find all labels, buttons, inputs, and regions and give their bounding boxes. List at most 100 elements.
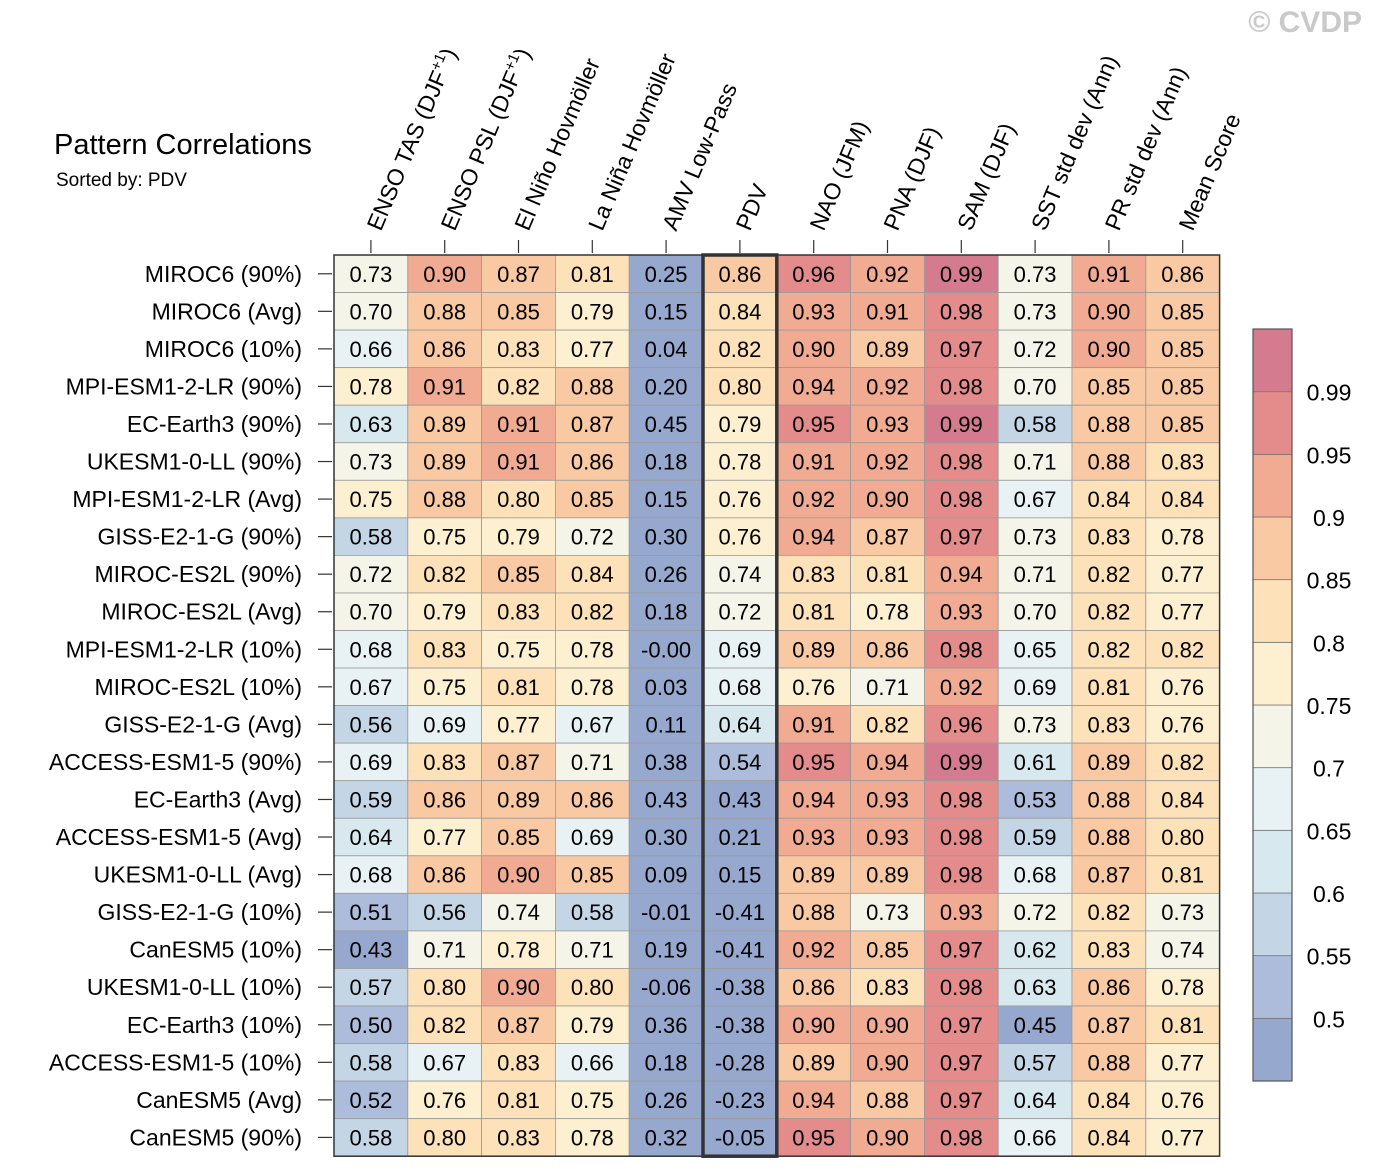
cell-value: 0.71 xyxy=(1014,562,1057,587)
cell-value: 0.71 xyxy=(571,750,614,775)
cell-value: 0.79 xyxy=(497,525,540,550)
colorbar-tick-label: 0.75 xyxy=(1307,693,1352,719)
cell-value: 0.99 xyxy=(940,750,983,775)
cell-value: 0.65 xyxy=(1014,637,1057,662)
cell-value: 0.68 xyxy=(718,675,761,700)
cell-value: 0.67 xyxy=(423,1050,466,1075)
cell-value: 0.75 xyxy=(349,487,392,512)
cell-value: 0.85 xyxy=(497,825,540,850)
cell-value: 0.15 xyxy=(645,299,688,324)
heatmap-cell xyxy=(702,742,778,782)
heatmap-cell xyxy=(628,630,704,669)
heatmap-cell xyxy=(924,555,999,594)
heatmap-cell xyxy=(481,667,556,706)
cell-value: 0.50 xyxy=(349,1013,392,1038)
heatmap-cell xyxy=(628,329,704,369)
heatmap-cell xyxy=(850,442,925,481)
cell-value: 0.83 xyxy=(1161,450,1204,475)
cell-value: 0.81 xyxy=(497,675,540,700)
cell-value: 0.43 xyxy=(718,787,761,812)
cell-value: 0.94 xyxy=(792,1088,835,1113)
heatmap-cell xyxy=(850,1005,925,1044)
cell-value: 0.78 xyxy=(1161,975,1204,1000)
cell-value: 0.69 xyxy=(571,825,614,850)
heatmap-cell xyxy=(1145,1005,1221,1044)
row-label-miroc-es2l-avg: MIROC-ES2L (Avg) xyxy=(101,599,302,625)
heatmap-cell xyxy=(333,667,409,706)
cell-value: 0.76 xyxy=(423,1088,466,1113)
heatmap-cell xyxy=(1145,667,1221,706)
heatmap-cell xyxy=(1145,855,1221,894)
cell-value: 0.83 xyxy=(1087,938,1130,963)
cell-value: 0.57 xyxy=(1014,1050,1057,1075)
cell-value: 0.25 xyxy=(645,262,688,287)
heatmap-cell xyxy=(702,968,778,1007)
cell-value: 0.26 xyxy=(645,1088,688,1113)
heatmap-cell xyxy=(1145,1043,1221,1082)
heatmap-cell xyxy=(407,479,482,519)
heatmap-cell xyxy=(997,930,1073,969)
cell-value: 0.73 xyxy=(1161,900,1204,925)
cell-value: 0.67 xyxy=(571,712,614,737)
row-label-miroc6-avg: MIROC6 (Avg) xyxy=(152,298,302,324)
cell-value: 0.51 xyxy=(349,900,392,925)
heatmap-cell xyxy=(702,667,778,706)
column-header-mean-score: Mean Score xyxy=(1173,110,1245,234)
cell-value: 0.93 xyxy=(940,600,983,625)
heatmap-cell xyxy=(555,367,630,406)
cell-value: 0.82 xyxy=(497,374,540,399)
cell-value: 0.77 xyxy=(1161,1050,1204,1075)
heatmap-cell xyxy=(407,705,482,744)
cell-value: 0.38 xyxy=(645,750,688,775)
heatmap-cell xyxy=(776,442,851,481)
cell-value: 0.91 xyxy=(423,374,466,399)
cell-value: 0.76 xyxy=(792,675,835,700)
cell-value: 0.88 xyxy=(1087,787,1130,812)
cell-value: 0.82 xyxy=(1087,562,1130,587)
heatmap-cell xyxy=(407,817,482,857)
cell-value: 0.99 xyxy=(940,412,983,437)
heatmap-cell xyxy=(924,855,999,894)
cell-value: 0.88 xyxy=(423,299,466,324)
cell-value: 0.81 xyxy=(866,562,909,587)
cell-value: 0.97 xyxy=(940,525,983,550)
cell-value: 0.98 xyxy=(940,863,983,888)
heatmap-cell xyxy=(997,667,1073,706)
cell-value: 0.73 xyxy=(349,450,392,475)
cell-value: 0.52 xyxy=(349,1088,392,1113)
cell-value: 0.78 xyxy=(571,1125,614,1150)
cell-value: 0.94 xyxy=(940,562,983,587)
heatmap-cell xyxy=(555,817,630,857)
cell-value: 0.82 xyxy=(1087,900,1130,925)
heatmap-cell xyxy=(407,1043,482,1082)
column-header-nao-jfm: NAO (JFM) xyxy=(804,117,873,234)
heatmap-cell xyxy=(481,592,556,631)
heatmap-cell xyxy=(333,780,409,819)
cell-value: 0.72 xyxy=(1014,337,1057,362)
cell-value: 0.76 xyxy=(718,525,761,550)
heatmap-cell xyxy=(407,555,482,594)
heatmap-cell xyxy=(333,968,409,1007)
heatmap-cell xyxy=(628,855,704,894)
cell-value: 0.70 xyxy=(349,299,392,324)
cell-value: 0.78 xyxy=(866,600,909,625)
heatmap-cell xyxy=(481,555,556,594)
heatmap-cell xyxy=(1071,1118,1147,1157)
cell-value: 0.89 xyxy=(792,637,835,662)
cell-value: 0.84 xyxy=(1087,487,1130,512)
cell-value: 0.83 xyxy=(497,337,540,362)
heatmap-cell xyxy=(555,1005,630,1044)
heatmap-cell xyxy=(555,1118,630,1157)
cell-value: 0.95 xyxy=(792,1125,835,1150)
heatmap-cell xyxy=(776,892,851,932)
row-label-miroc6-10: MIROC6 (10%) xyxy=(145,336,302,362)
heatmap-cell xyxy=(924,329,999,369)
heatmap-cell xyxy=(702,855,778,894)
cell-value: 0.91 xyxy=(497,450,540,475)
cell-value: 0.94 xyxy=(792,374,835,399)
heatmap-cell xyxy=(997,892,1073,932)
heatmap-cell xyxy=(997,555,1073,594)
cell-value: 0.87 xyxy=(1087,863,1130,888)
cell-value: 0.81 xyxy=(1161,1013,1204,1038)
cell-value: 0.80 xyxy=(423,1125,466,1150)
